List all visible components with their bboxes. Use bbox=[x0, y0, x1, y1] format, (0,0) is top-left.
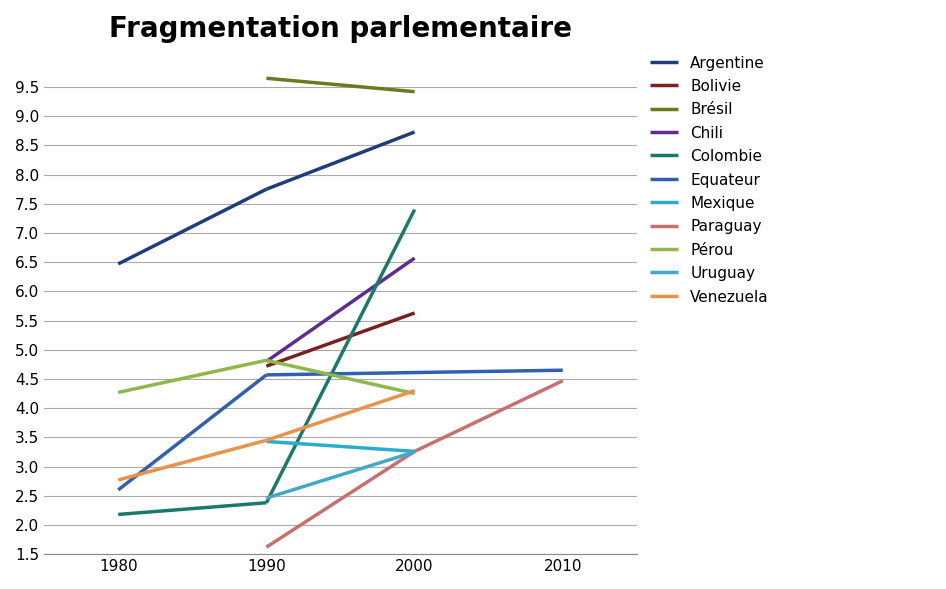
Line: Brésil: Brésil bbox=[267, 78, 414, 92]
Pérou bbox=[261, 357, 272, 364]
Line: Chili: Chili bbox=[267, 258, 414, 362]
Argentine bbox=[113, 260, 124, 267]
Uruguay bbox=[261, 495, 272, 502]
Brésil bbox=[261, 75, 272, 82]
Line: Argentine: Argentine bbox=[118, 189, 267, 264]
Equateur bbox=[113, 487, 124, 494]
Venezuela bbox=[113, 477, 124, 484]
Chili bbox=[409, 254, 420, 262]
Title: Fragmentation parlementaire: Fragmentation parlementaire bbox=[109, 15, 572, 43]
Line: Mexique: Mexique bbox=[267, 441, 414, 451]
Pérou bbox=[113, 389, 124, 396]
Paraguay bbox=[409, 448, 420, 455]
Legend: Argentine, Bolivie, Brésil, Chili, Colombie, Equateur, Mexique, Paraguay, Pérou,: Argentine, Bolivie, Brésil, Chili, Colom… bbox=[651, 55, 769, 305]
Colombie bbox=[113, 511, 124, 518]
Chili bbox=[261, 358, 272, 365]
Bolivie bbox=[261, 363, 272, 370]
Uruguay bbox=[409, 448, 420, 455]
Argentine bbox=[261, 186, 272, 193]
Paraguay bbox=[261, 544, 272, 551]
Line: Pérou: Pérou bbox=[118, 360, 267, 392]
Mexique bbox=[261, 438, 272, 445]
Equateur bbox=[261, 371, 272, 378]
Bolivie bbox=[409, 309, 420, 316]
Line: Colombie: Colombie bbox=[118, 503, 267, 514]
Line: Bolivie: Bolivie bbox=[267, 313, 414, 366]
Line: Venezuela: Venezuela bbox=[118, 441, 267, 480]
Colombie bbox=[261, 499, 272, 507]
Brésil bbox=[409, 88, 420, 95]
Line: Uruguay: Uruguay bbox=[267, 452, 414, 498]
Venezuela bbox=[261, 437, 272, 444]
Line: Equateur: Equateur bbox=[118, 375, 267, 490]
Line: Paraguay: Paraguay bbox=[267, 451, 414, 547]
Mexique bbox=[409, 448, 420, 455]
